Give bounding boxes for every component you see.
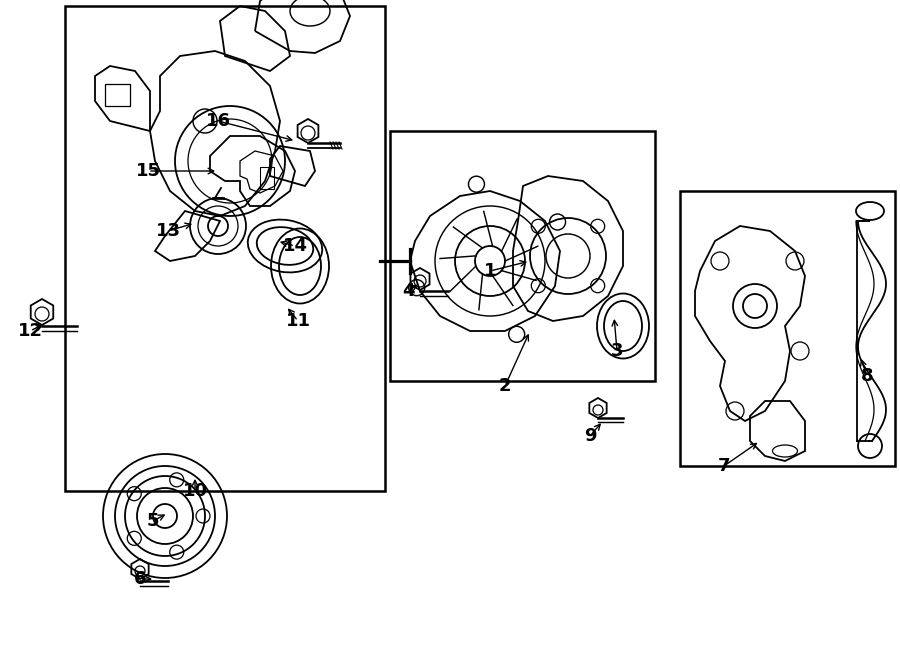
Bar [105, 84, 130, 106]
Bar [680, 191, 895, 466]
Text: 3: 3 [611, 342, 623, 360]
Text: 12: 12 [17, 322, 42, 340]
Text: 10: 10 [183, 482, 208, 500]
Text: 16: 16 [205, 112, 230, 130]
Text: 7: 7 [718, 457, 730, 475]
Text: 11: 11 [285, 312, 310, 330]
Text: 4: 4 [401, 282, 414, 300]
Text: 5: 5 [147, 512, 159, 530]
Bar [260, 167, 274, 189]
Bar [390, 131, 655, 381]
Text: 9: 9 [584, 427, 596, 445]
Text: 6: 6 [134, 570, 146, 588]
Text: 13: 13 [156, 222, 181, 240]
Text: 15: 15 [136, 162, 160, 180]
Text: 14: 14 [283, 237, 308, 255]
Bar [65, 6, 385, 491]
Text: 2: 2 [499, 377, 511, 395]
Text: 1: 1 [484, 262, 496, 280]
Text: 8: 8 [860, 367, 873, 385]
